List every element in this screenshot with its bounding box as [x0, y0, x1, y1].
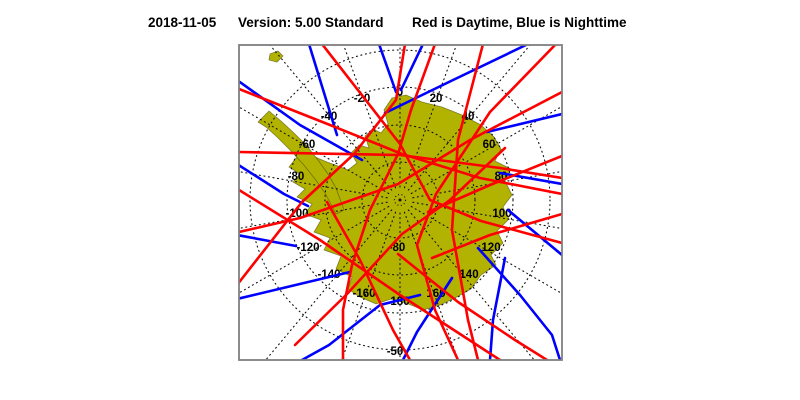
daytime-track [239, 188, 502, 360]
meridian-line [239, 201, 388, 229]
nighttime-track [307, 45, 339, 137]
longitude-label: -80 [288, 171, 305, 183]
longitude-label: 0 [397, 87, 403, 99]
daytime-track [239, 90, 562, 234]
nighttime-track [239, 270, 352, 300]
plot-title-part-1: Version: 5.00 Standard [238, 15, 384, 30]
nighttime-track [476, 246, 562, 360]
island [268, 50, 284, 63]
plot-title-part-0: 2018-11-05 [148, 15, 217, 30]
nighttime-track [239, 234, 298, 248]
nighttime-track [239, 79, 364, 162]
daytime-track [239, 45, 407, 285]
daytime-track [341, 45, 437, 360]
meridian-line [239, 205, 390, 294]
longitude-label: 120 [481, 242, 500, 254]
daytime-track [325, 200, 412, 360]
antarctic-peninsula [257, 110, 345, 215]
longitude-label: 100 [492, 208, 511, 220]
meridian-line [410, 105, 562, 195]
latitude-label: -50 [387, 346, 404, 358]
meridian-line [412, 170, 562, 199]
map-frame [238, 44, 563, 361]
meridian-line [239, 106, 390, 195]
daytime-track [321, 45, 562, 245]
nighttime-track [239, 163, 310, 208]
nighttime-track [383, 45, 529, 115]
daytime-track [426, 154, 562, 214]
meridian-line [239, 171, 388, 199]
longitude-label: 20 [430, 93, 443, 105]
daytime-track [293, 146, 507, 347]
latitude-circle [249, 49, 551, 351]
nighttime-track [377, 45, 398, 94]
latitude-circle [324, 124, 476, 276]
nighttime-track [399, 45, 424, 92]
meridian-line [403, 45, 458, 189]
nighttime-track [498, 171, 562, 186]
nighttime-track [300, 293, 422, 360]
daytime-track [450, 45, 485, 360]
latitude-label: -80 [389, 242, 406, 254]
meridian-line [410, 205, 562, 295]
daytime-track [396, 252, 549, 360]
daytime-track [239, 150, 562, 180]
longitude-label: -60 [299, 139, 316, 151]
nighttime-track [401, 276, 454, 360]
south-pole-circle [393, 193, 407, 207]
longitude-label: 60 [483, 139, 496, 151]
meridian-line [342, 45, 397, 189]
nighttime-track [506, 208, 562, 257]
nighttime-track [485, 112, 562, 134]
meridian-line [341, 211, 397, 360]
latitude-circle [286, 86, 514, 314]
daytime-track [415, 45, 557, 360]
map-inner: 0 20406080100120140160180-160-140-120-100… [239, 45, 562, 360]
longitude-label: -120 [296, 242, 319, 254]
longitude-label: -160 [352, 288, 375, 300]
meridian-line [265, 209, 393, 360]
graticule-labels: 0 20406080100120140160180-160-140-120-100… [285, 87, 511, 358]
longitude-label: 140 [459, 269, 478, 281]
plot-title-part-2: Red is Daytime, Blue is Nighttime [412, 15, 627, 30]
south-pole-dot [398, 198, 402, 202]
nighttime-track [488, 256, 507, 360]
ground-tracks [239, 45, 562, 360]
meridian-line [407, 209, 535, 360]
plot-title: 2018-11-05 Version: 5.00 Standard Red is D… [148, 15, 627, 30]
daytime-track [430, 212, 562, 260]
